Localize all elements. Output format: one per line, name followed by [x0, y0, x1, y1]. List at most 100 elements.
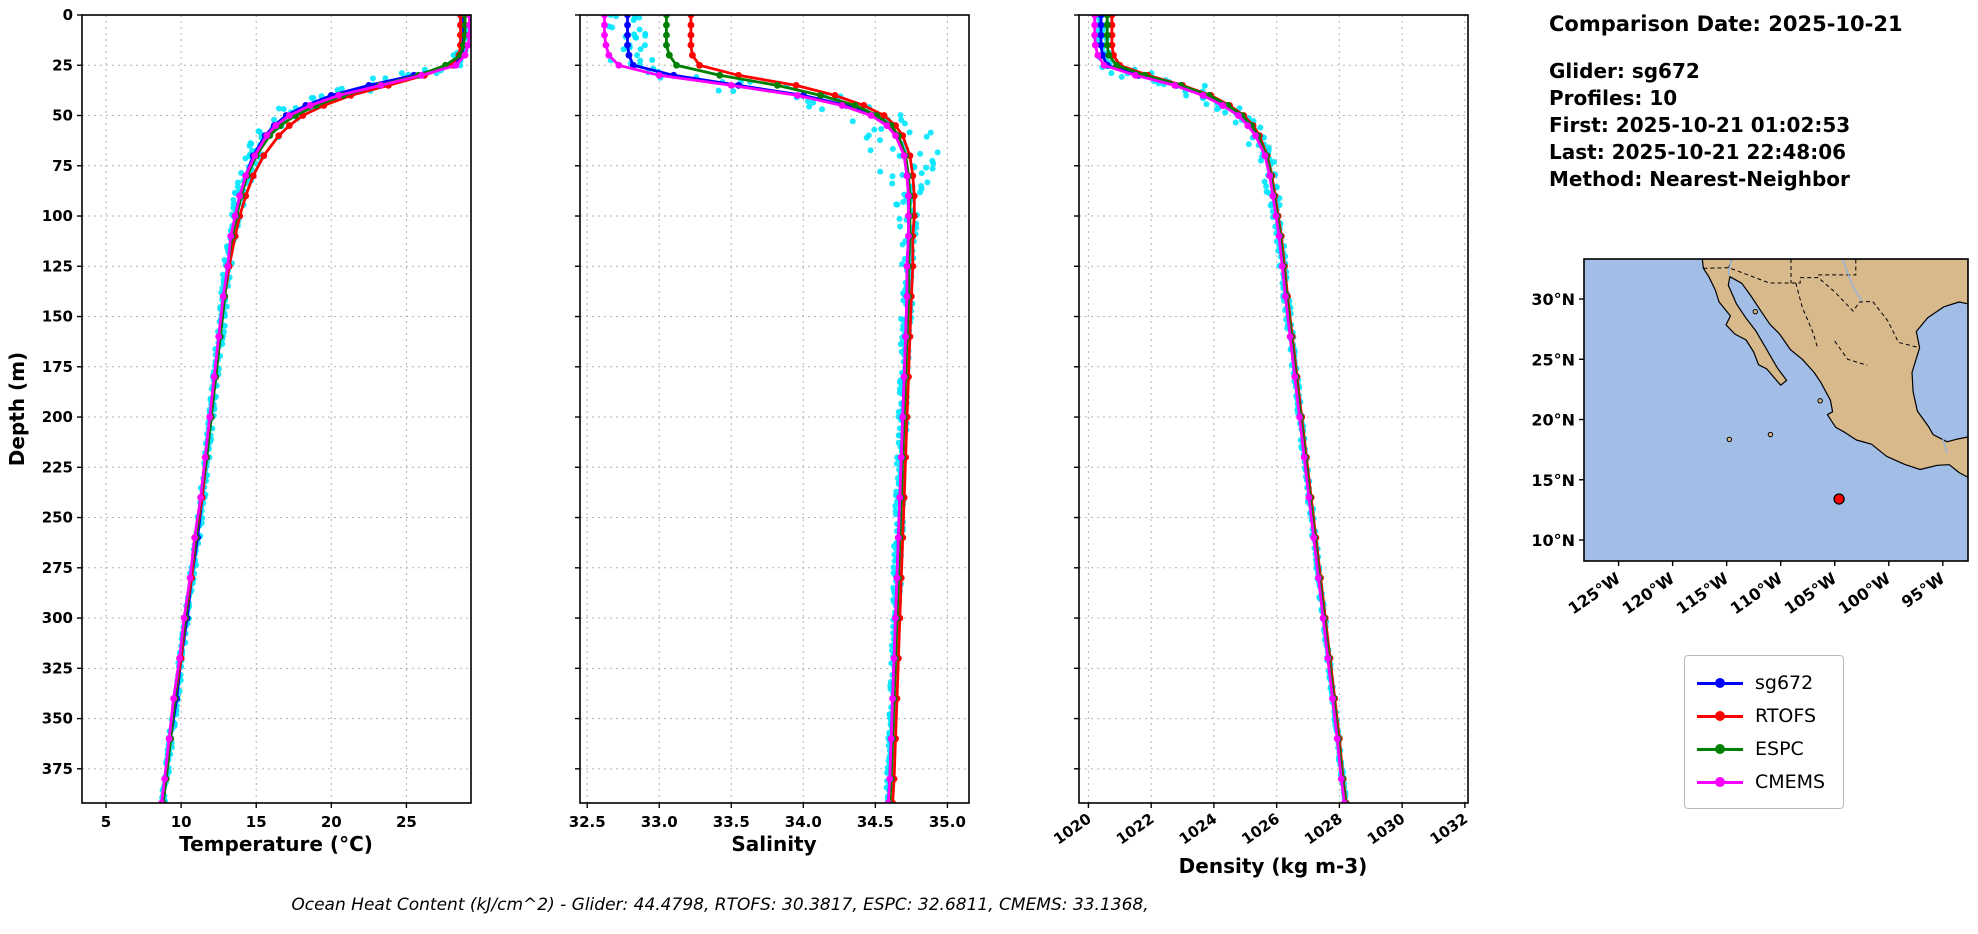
temperature-data-layer	[158, 15, 471, 803]
method-label: Method: Nearest-Neighbor	[1549, 167, 1850, 191]
map-island	[1726, 436, 1733, 443]
svg-text:1024: 1024	[1176, 810, 1221, 849]
salinity-axis-label: Salinity	[731, 832, 816, 856]
ohc-footer: Ocean Heat Content (kJ/cm^2) - Glider: 4…	[291, 895, 1149, 915]
map-border-line	[1818, 259, 1857, 276]
svg-text:25: 25	[52, 56, 73, 74]
density-axis-label: Density (kg m-3)	[1179, 854, 1368, 878]
svg-text:375: 375	[42, 760, 73, 778]
svg-text:10: 10	[171, 813, 192, 831]
density-data-layer	[1091, 15, 1350, 803]
svg-text:34.0: 34.0	[785, 813, 822, 831]
svg-text:5: 5	[101, 813, 111, 831]
svg-text:1022: 1022	[1113, 810, 1158, 849]
legend-label: ESPC	[1755, 737, 1804, 760]
salinity-line-sg672	[626, 15, 910, 803]
temperature-y-axis: 0 25 50 75 100 125 150 175 200 225 250 275 300 325 350…	[42, 6, 82, 778]
salinity-line-ESPC	[665, 15, 912, 803]
svg-text:32.5: 32.5	[569, 813, 606, 831]
map-island	[1817, 398, 1823, 404]
svg-text:10°N: 10°N	[1531, 531, 1575, 550]
temperature-axis-label: Temperature (°C)	[179, 832, 373, 856]
svg-text:1028: 1028	[1301, 810, 1346, 849]
legend-marker-sg672	[1697, 677, 1743, 689]
legend-marker-ESPC	[1697, 743, 1743, 755]
svg-text:15°N: 15°N	[1531, 471, 1575, 490]
legend-item-RTOFS: RTOFS	[1697, 699, 1825, 732]
svg-text:250: 250	[42, 509, 73, 527]
legend-label: CMEMS	[1755, 770, 1826, 793]
density-line-CMEMS	[1093, 15, 1346, 803]
svg-text:125: 125	[42, 257, 73, 275]
svg-text:150: 150	[42, 308, 73, 326]
svg-text:100°W: 100°W	[1835, 569, 1895, 619]
salinity-line-CMEMS	[603, 15, 910, 803]
svg-text:15: 15	[246, 813, 267, 831]
info-panel: Comparison Date: 2025-10-21 Glider: sg67…	[1549, 12, 1903, 193]
map-island	[1767, 431, 1774, 438]
map-river	[1841, 259, 1863, 302]
svg-text:34.5: 34.5	[857, 813, 894, 831]
map-river	[1942, 438, 1948, 454]
salinity-profile-plot: 32.5 33.0 33.5 34.0 34.5 35.0	[569, 14, 970, 831]
svg-text:33.5: 33.5	[713, 813, 750, 831]
svg-text:175: 175	[42, 358, 73, 376]
temperature-profile-plot: 5 10 15 20 250255075100125150175200225250275…	[42, 6, 472, 831]
map-land	[1701, 259, 1968, 478]
salinity-line-RTOFS	[689, 15, 916, 803]
svg-text:95°W: 95°W	[1898, 569, 1948, 612]
svg-text:50: 50	[52, 107, 73, 125]
legend-marker-RTOFS	[1697, 710, 1743, 722]
svg-text:30°N: 30°N	[1531, 290, 1575, 309]
map-legend: sg672 RTOFS ESPC CMEMS	[1684, 655, 1845, 809]
map-island	[1752, 308, 1759, 315]
svg-text:20°N: 20°N	[1531, 411, 1575, 430]
svg-text:0: 0	[63, 6, 73, 24]
svg-text:1026: 1026	[1238, 810, 1283, 849]
density-x-axis: 1020 1022 1024 1026 1028 1030 1032	[1050, 803, 1471, 848]
glider-position-marker	[1833, 493, 1845, 505]
depth-axis-label: Depth (m)	[5, 352, 29, 466]
svg-text:35.0: 35.0	[929, 813, 966, 831]
svg-text:350: 350	[42, 710, 73, 728]
comparison-date-label: Comparison Date: 2025-10-21	[1549, 12, 1903, 36]
density-y-axis	[1074, 14, 1079, 770]
svg-text:110°W: 110°W	[1727, 569, 1787, 619]
density-line-RTOFS	[1110, 15, 1348, 803]
salinity-data-layer	[601, 15, 941, 803]
legend-item-CMEMS: CMEMS	[1697, 765, 1825, 798]
legend-item-sg672: sg672	[1697, 666, 1825, 699]
legend-label: RTOFS	[1755, 704, 1817, 727]
legend-item-ESPC: ESPC	[1697, 732, 1825, 765]
svg-text:125°W: 125°W	[1565, 569, 1625, 619]
salinity-y-axis	[575, 14, 580, 770]
svg-text:100: 100	[42, 207, 73, 225]
svg-text:115°W: 115°W	[1673, 569, 1733, 619]
svg-text:325: 325	[42, 659, 73, 677]
density-line-sg672	[1099, 15, 1348, 803]
svg-text:200: 200	[42, 408, 73, 426]
first-profile-time-label: First: 2025-10-21 01:02:53	[1549, 113, 1851, 137]
legend-marker-CMEMS	[1697, 776, 1743, 788]
legend-label: sg672	[1755, 671, 1814, 694]
svg-text:25°N: 25°N	[1531, 350, 1575, 369]
last-profile-time-label: Last: 2025-10-21 22:48:06	[1549, 140, 1847, 164]
svg-text:33.0: 33.0	[641, 813, 678, 831]
svg-text:20: 20	[321, 813, 342, 831]
map-border-line	[1834, 340, 1868, 366]
salinity-x-axis: 32.5 33.0 33.5 34.0 34.5 35.0	[569, 803, 966, 831]
map-river	[1727, 259, 1733, 277]
svg-text:300: 300	[42, 609, 73, 627]
svg-text:75: 75	[52, 157, 73, 175]
temperature-x-axis: 5 10 15 20 25	[101, 803, 417, 831]
profiles-count-label: Profiles: 10	[1549, 86, 1678, 110]
svg-text:225: 225	[42, 458, 73, 476]
svg-text:1020: 1020	[1050, 810, 1095, 849]
svg-text:105°W: 105°W	[1781, 569, 1841, 619]
density-profile-plot: 1020 1022 1024 1026 1028 1030 1032	[1050, 14, 1471, 848]
svg-text:1030: 1030	[1364, 810, 1409, 849]
map-border-line	[1703, 267, 1920, 349]
